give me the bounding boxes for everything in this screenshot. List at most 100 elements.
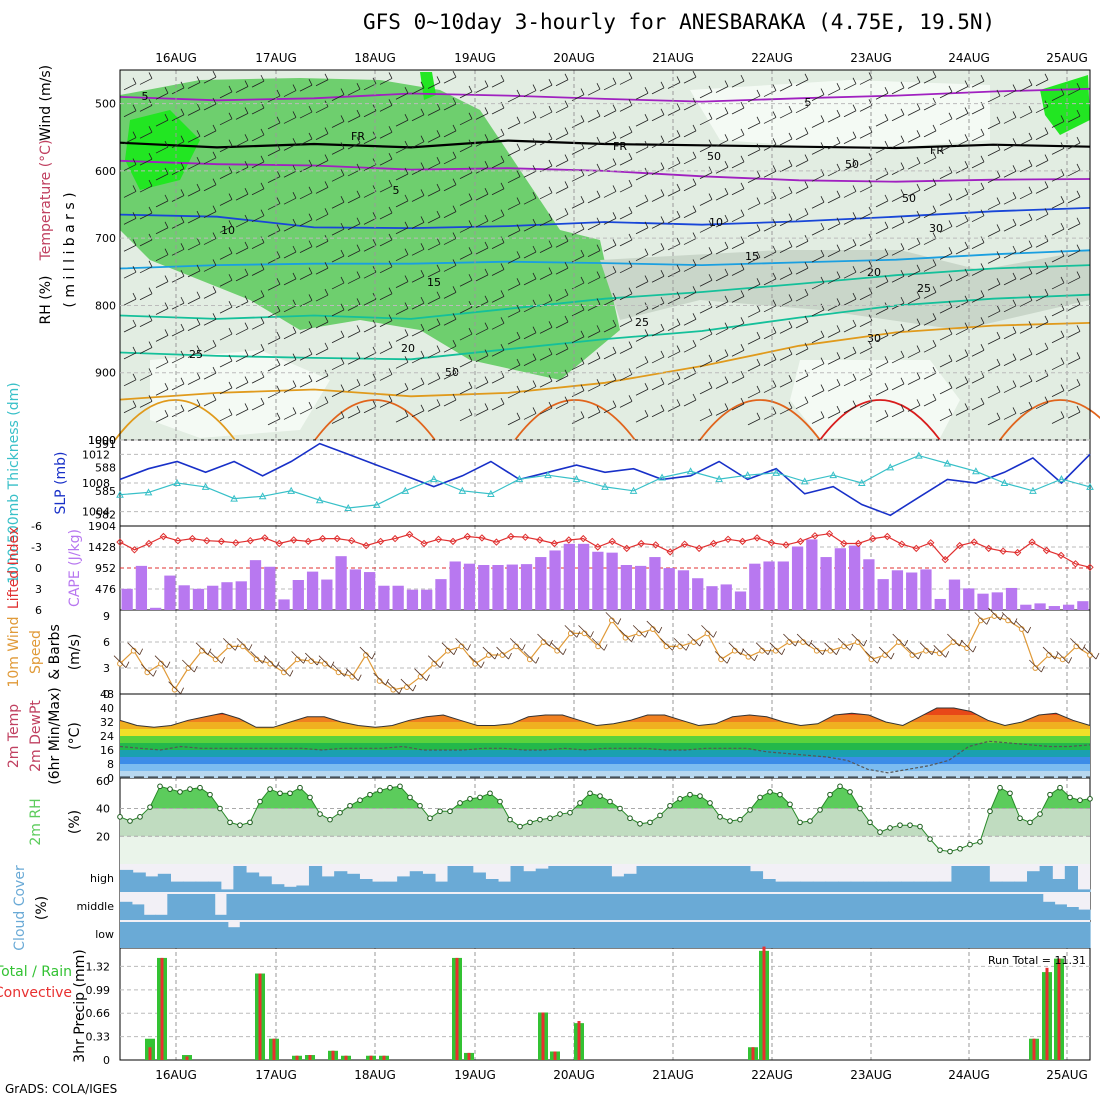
temp-tick: 8 <box>107 758 114 771</box>
wind-barb <box>843 292 857 306</box>
cape-bar <box>221 582 233 610</box>
wind-barb <box>203 393 217 407</box>
wind-barb <box>139 233 153 247</box>
cloud-cover-middle <box>143 914 157 920</box>
wind-barb <box>251 263 265 276</box>
wind-barb <box>291 651 307 664</box>
thickness-point <box>487 489 495 497</box>
wind-barb <box>523 138 537 151</box>
wind-barb <box>267 278 281 291</box>
wind-barb <box>731 370 745 384</box>
wind-barb <box>635 248 649 262</box>
cloud-cover-low <box>347 922 361 948</box>
wind-barb <box>155 329 169 342</box>
rh-point <box>797 819 803 826</box>
wind-barb <box>299 78 313 92</box>
wind-barb <box>427 183 441 197</box>
wind-barb <box>923 313 937 326</box>
cape-bar <box>791 546 804 610</box>
wind-barb <box>619 395 633 408</box>
wind-barb <box>427 291 441 305</box>
cloud-cover-high <box>913 881 927 892</box>
wind-barb <box>427 264 441 278</box>
precip-tick: 0 <box>103 1054 110 1067</box>
thickness-ylabel: 1000-500mb Thickness (dm) <box>6 382 22 583</box>
rh-point <box>397 783 403 790</box>
wind-barb <box>955 376 969 389</box>
wind-barb <box>971 155 985 169</box>
wind-barb <box>251 74 265 88</box>
rh-point <box>867 819 873 826</box>
wind-barb <box>283 245 297 259</box>
cloud-cover-low <box>1018 922 1031 948</box>
cloud-cover-high <box>724 866 738 892</box>
rh-point <box>917 823 923 830</box>
wind-barb <box>1042 646 1059 660</box>
wind-ylabel-1: 10m Wind <box>6 616 22 687</box>
wind-barb <box>747 224 761 237</box>
wind-barb <box>763 111 777 124</box>
wind-barb <box>923 393 937 407</box>
wind-barb <box>667 291 681 305</box>
rh-point <box>507 816 513 823</box>
wind-barb <box>523 299 537 313</box>
x-date-label-top: 21AUG <box>652 51 694 65</box>
wind-barb <box>379 314 393 327</box>
wind-barb <box>395 329 409 342</box>
wind-barb <box>475 80 489 93</box>
thickness-point <box>943 459 952 467</box>
wind-barb <box>715 187 729 201</box>
thickness-point <box>287 486 296 494</box>
wind-barb <box>795 342 809 356</box>
wind-barb <box>843 346 857 360</box>
wind-barb <box>1067 83 1081 96</box>
cloud-cover-middle <box>581 894 594 920</box>
cloud-cover-middle <box>167 894 180 920</box>
cloud-cover-high <box>523 871 537 892</box>
wind-barb <box>475 295 489 309</box>
cloud-cover-low <box>587 922 600 948</box>
wind-barb <box>304 652 321 666</box>
lifted-index-point <box>825 529 834 538</box>
wind-barb <box>251 317 265 330</box>
lifted-index-point <box>955 541 964 550</box>
wind-barb <box>619 368 633 381</box>
rh-point <box>907 822 913 828</box>
rh-point <box>157 783 163 790</box>
cloud-cover-high <box>926 881 940 892</box>
lifted-index-point <box>261 534 269 542</box>
wind-barb <box>683 70 697 84</box>
wind-barb <box>379 287 393 301</box>
wind-barb <box>635 221 649 235</box>
cloud-cover-middle <box>758 894 772 920</box>
wind-barb <box>827 325 841 338</box>
wind-barb <box>141 664 157 677</box>
cloud-cover-low <box>563 922 576 948</box>
rh-units: (%) <box>67 810 83 834</box>
wind-barb <box>971 317 985 330</box>
cloud-cover-high <box>170 881 184 892</box>
wind-barb <box>331 169 345 182</box>
wind-barb <box>987 412 1001 426</box>
cloud-cover-high <box>132 872 146 892</box>
x-date-label-top: 24AUG <box>948 51 990 65</box>
wind-barb <box>155 87 169 100</box>
wind-barb <box>843 158 857 171</box>
wind-barb <box>683 313 697 326</box>
lifted-index-point <box>565 536 573 544</box>
cloud-cover-low <box>431 922 444 948</box>
cloud-cover-middle <box>309 894 322 920</box>
rh-point <box>527 819 533 826</box>
wind-barb <box>779 132 793 146</box>
cloud-cover-low <box>323 922 337 948</box>
cloud-cover-low <box>742 922 756 948</box>
cloud-cover-low <box>287 922 301 948</box>
wind-barb <box>635 87 649 100</box>
wind-barb <box>379 99 393 112</box>
cloud-cover-middle <box>1030 894 1044 920</box>
wind-barb <box>187 237 201 251</box>
wind-barb <box>763 272 777 286</box>
temperature-band <box>120 771 1090 778</box>
temp-tick: 0 <box>107 772 114 785</box>
wind-barb <box>283 272 297 286</box>
